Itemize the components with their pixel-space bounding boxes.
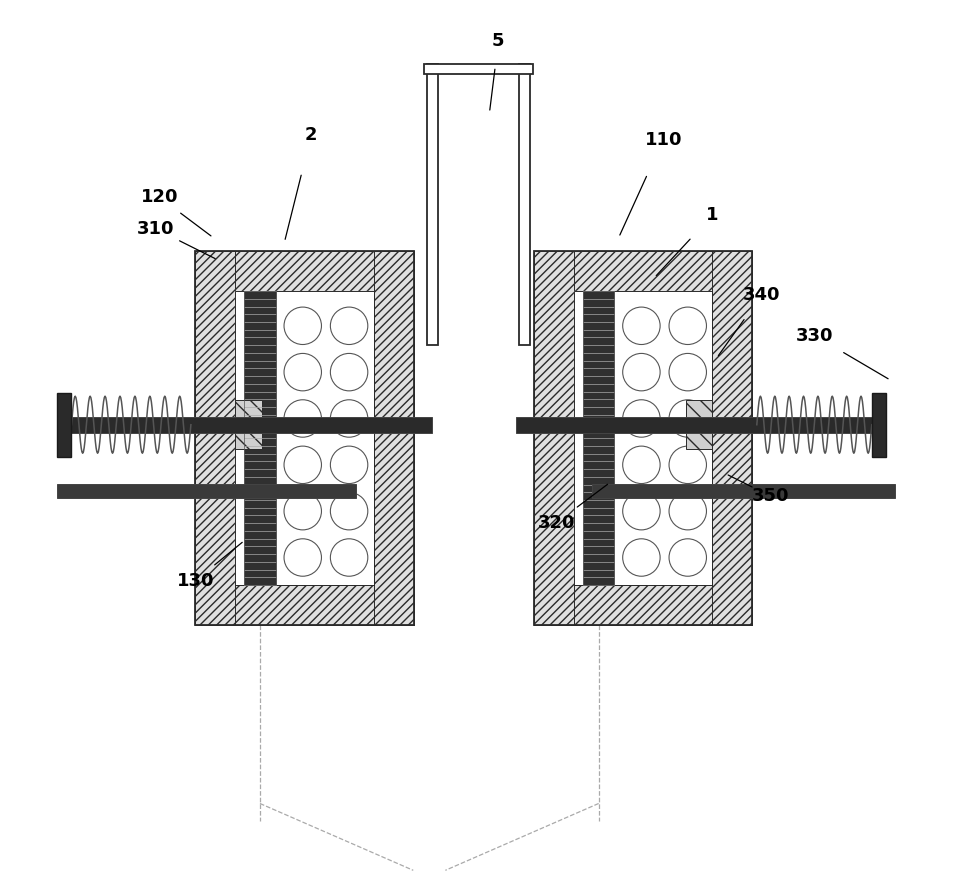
Bar bbox=[244, 291, 275, 586]
Circle shape bbox=[284, 353, 321, 391]
Text: 330: 330 bbox=[796, 326, 832, 344]
Bar bbox=[685, 401, 711, 449]
Circle shape bbox=[669, 446, 705, 484]
Bar bbox=[574, 291, 711, 586]
Circle shape bbox=[330, 400, 367, 437]
Circle shape bbox=[284, 307, 321, 344]
Text: 320: 320 bbox=[537, 514, 575, 532]
Circle shape bbox=[622, 353, 660, 391]
Bar bbox=[426, 63, 437, 344]
Circle shape bbox=[669, 353, 705, 391]
Bar bbox=[871, 392, 885, 457]
Bar bbox=[423, 63, 533, 74]
Bar bbox=[711, 251, 752, 625]
Circle shape bbox=[284, 400, 321, 437]
Circle shape bbox=[622, 446, 660, 484]
Bar bbox=[534, 251, 752, 291]
Bar bbox=[57, 417, 431, 433]
Text: 340: 340 bbox=[741, 286, 779, 305]
Text: 310: 310 bbox=[137, 220, 173, 238]
Circle shape bbox=[284, 539, 321, 577]
Text: 1: 1 bbox=[705, 207, 718, 224]
Circle shape bbox=[622, 539, 660, 577]
Text: 2: 2 bbox=[304, 126, 317, 144]
Text: 350: 350 bbox=[751, 487, 788, 505]
Circle shape bbox=[330, 493, 367, 530]
Circle shape bbox=[669, 400, 705, 437]
Circle shape bbox=[284, 493, 321, 530]
Text: 5: 5 bbox=[491, 32, 504, 50]
Bar bbox=[516, 417, 885, 433]
Text: 130: 130 bbox=[176, 571, 214, 590]
Bar bbox=[582, 291, 613, 586]
Circle shape bbox=[330, 446, 367, 484]
Circle shape bbox=[330, 539, 367, 577]
Bar bbox=[518, 63, 529, 344]
Circle shape bbox=[669, 539, 705, 577]
Circle shape bbox=[330, 353, 367, 391]
Bar bbox=[373, 251, 413, 625]
Circle shape bbox=[669, 493, 705, 530]
Bar bbox=[57, 485, 356, 498]
Circle shape bbox=[330, 307, 367, 344]
Bar bbox=[195, 251, 413, 625]
Circle shape bbox=[284, 446, 321, 484]
Bar bbox=[582, 291, 613, 586]
Text: 120: 120 bbox=[141, 189, 178, 207]
Bar bbox=[591, 485, 894, 498]
Bar bbox=[244, 291, 275, 586]
Bar bbox=[534, 251, 574, 625]
Bar bbox=[195, 251, 235, 625]
Circle shape bbox=[622, 400, 660, 437]
Circle shape bbox=[669, 307, 705, 344]
Bar bbox=[235, 291, 373, 586]
Bar bbox=[534, 586, 752, 625]
Bar bbox=[534, 251, 752, 625]
Text: 110: 110 bbox=[643, 131, 681, 148]
Circle shape bbox=[622, 493, 660, 530]
Bar bbox=[57, 392, 72, 457]
Bar bbox=[574, 291, 711, 586]
Bar bbox=[235, 401, 262, 449]
Bar bbox=[195, 251, 413, 291]
Bar bbox=[235, 291, 373, 586]
Circle shape bbox=[622, 307, 660, 344]
Bar bbox=[195, 586, 413, 625]
